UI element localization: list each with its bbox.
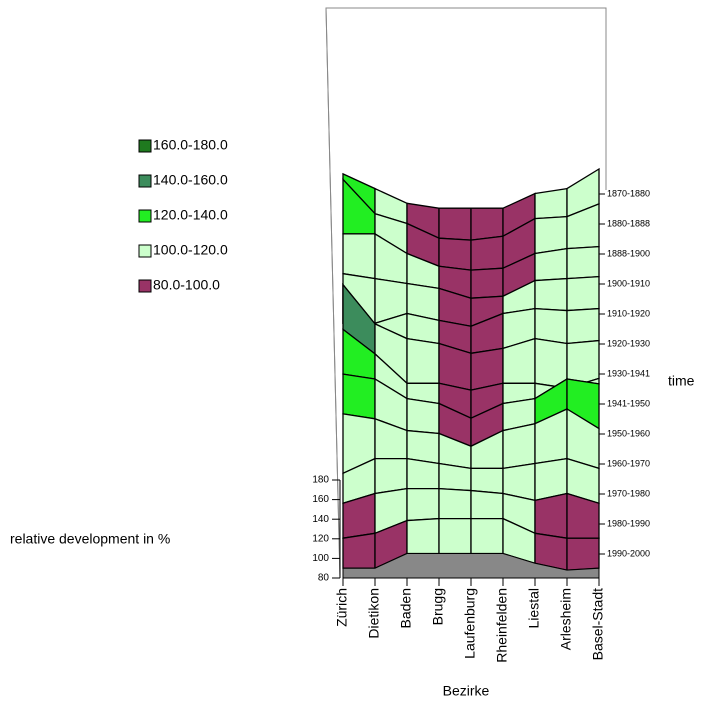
y-tick-label: 1941-1950 xyxy=(607,398,650,408)
legend-swatch xyxy=(138,174,152,188)
floor-skirt xyxy=(342,553,600,579)
surface xyxy=(342,167,600,571)
z-tick-label: 100 xyxy=(312,553,329,564)
x-tick-label: Basel-Stadt xyxy=(590,588,606,660)
y-tick-label: 1990-2000 xyxy=(607,548,650,558)
surface-cell xyxy=(438,237,472,271)
legend-swatch xyxy=(138,244,152,258)
y-tick-label: 1980-1990 xyxy=(607,518,650,528)
surface-cell xyxy=(438,487,472,520)
surface-cell xyxy=(470,267,504,299)
x-tick-label: Zürich xyxy=(334,588,350,627)
y-tick-label: 1950-1960 xyxy=(607,428,650,438)
surface-cell xyxy=(534,247,568,282)
surface-cell xyxy=(438,462,472,492)
y-tick-label: 1930-1941 xyxy=(607,368,650,378)
surface-cell xyxy=(534,337,568,389)
x-tick-label: Liestal xyxy=(526,588,542,628)
z-tick-label: 120 xyxy=(312,533,329,544)
surface-cell xyxy=(566,307,600,345)
legend-swatch xyxy=(138,139,152,153)
x-tick-label: Dietikon xyxy=(366,588,382,639)
legend-label: 160.0-180.0 xyxy=(153,137,228,153)
surface-cell xyxy=(470,235,504,271)
z-tick-label: 180 xyxy=(312,475,329,486)
legend-label: 80.0-100.0 xyxy=(153,277,220,293)
surface-cell xyxy=(342,373,376,420)
surface-cell xyxy=(534,215,568,255)
x-tick-label: Baden xyxy=(398,588,414,628)
surface-cell xyxy=(406,337,440,384)
legend-label: 100.0-120.0 xyxy=(153,242,228,258)
surface-cell xyxy=(534,307,568,345)
surface-cell xyxy=(470,207,504,241)
surface-cell xyxy=(342,532,376,569)
y-axis-label: time xyxy=(668,373,695,389)
x-tick-label: Rheinfelden xyxy=(494,588,510,663)
surface-cell xyxy=(534,277,568,312)
y-tick-label: 1880-1888 xyxy=(607,218,650,228)
y-tick-label: 1970-1980 xyxy=(607,488,650,498)
surface-cell xyxy=(406,487,440,522)
wall-edge xyxy=(325,7,341,579)
y-tick-label: 1870-1880 xyxy=(607,188,650,198)
surface-cell xyxy=(406,457,440,490)
surface-cell xyxy=(534,187,568,220)
legend-label: 140.0-160.0 xyxy=(153,172,228,188)
surface-cell xyxy=(406,397,440,435)
y-tick-label: 1900-1910 xyxy=(607,278,650,288)
z-axis-label: relative development in % xyxy=(10,531,170,547)
z-tick-label: 140 xyxy=(312,514,329,525)
x-tick-label: Arlesheim xyxy=(558,588,574,650)
surface-cell xyxy=(470,517,504,555)
legend-swatch xyxy=(138,279,152,293)
surface-cell xyxy=(438,207,472,241)
x-tick-label: Laufenburg xyxy=(462,588,478,659)
surface-cell xyxy=(534,492,568,539)
z-tick-label: 80 xyxy=(318,573,330,584)
surface-cell xyxy=(470,489,504,520)
legend-swatch xyxy=(138,209,152,223)
surface-cell xyxy=(470,467,504,495)
y-tick-label: 1920-1930 xyxy=(607,338,650,348)
surface-cell xyxy=(342,233,376,280)
y-tick-label: 1888-1900 xyxy=(607,248,650,258)
surface-cell xyxy=(406,517,440,555)
x-axis-label: Bezirke xyxy=(443,683,490,699)
back-wall xyxy=(325,7,607,579)
x-tick-label: Brugg xyxy=(430,588,446,625)
surface-cell xyxy=(438,517,472,555)
surface-cell xyxy=(406,429,440,465)
surface-cell xyxy=(566,275,600,312)
surface-cell xyxy=(374,457,408,495)
surface-cell xyxy=(566,537,600,571)
legend-label: 120.0-140.0 xyxy=(153,207,228,223)
z-tick-label: 160 xyxy=(312,494,329,505)
y-tick-label: 1960-1970 xyxy=(607,458,650,468)
y-tick-label: 1910-1920 xyxy=(607,308,650,318)
surface-cell xyxy=(566,245,600,280)
surface-cell xyxy=(502,422,536,470)
